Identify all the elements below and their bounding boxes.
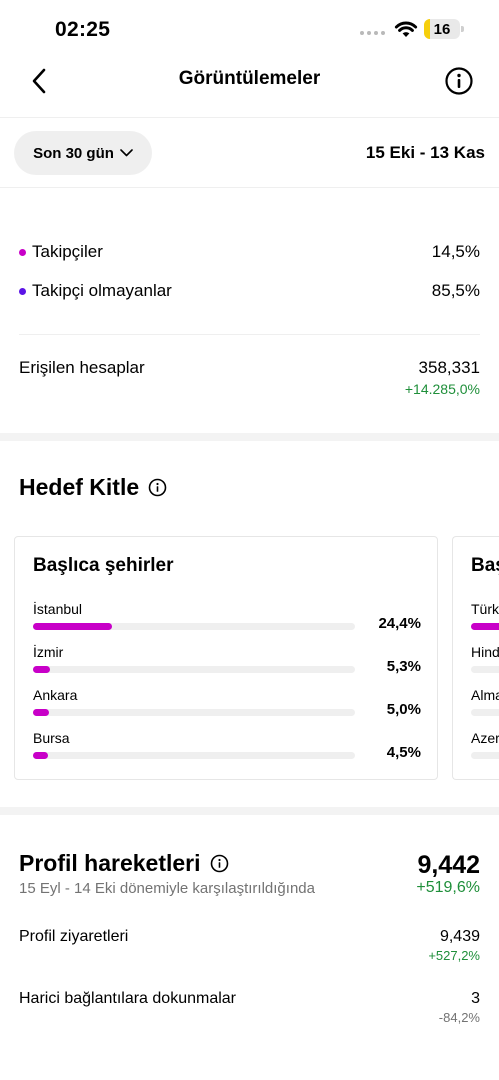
- non-followers-row: Takipçi olmayanlar 85,5%: [19, 281, 480, 301]
- city-bar-track: [33, 709, 355, 716]
- wifi-icon: [394, 21, 418, 37]
- reach-values: 358,331 +14.285,0%: [405, 358, 480, 397]
- date-filter-button[interactable]: Son 30 gün: [14, 131, 152, 175]
- date-range: 15 Eki - 13 Kas: [365, 143, 485, 162]
- profile-activity-change: +519,6%: [416, 879, 480, 896]
- target-audience-title: Hedef Kitle: [19, 474, 140, 500]
- city-name: Ankara: [33, 687, 78, 703]
- city-bar: [33, 666, 50, 673]
- chevron-left-icon: [32, 68, 46, 94]
- country-name: Türk: [471, 601, 499, 617]
- followers-label: Takipçiler: [32, 242, 103, 261]
- info-button[interactable]: [444, 66, 474, 96]
- non-followers-label: Takipçi olmayanlar: [32, 281, 172, 300]
- city-name: İstanbul: [33, 601, 83, 617]
- city-percent: 5,3%: [386, 658, 421, 675]
- country-item: Alma: [471, 687, 499, 716]
- date-filter-label: Son 30 gün: [33, 144, 114, 162]
- header-divider: [0, 117, 499, 118]
- reach-value: 358,331: [418, 358, 480, 377]
- non-followers-dot: [19, 287, 26, 295]
- country-bar: [471, 623, 499, 630]
- reach-change: +14.285,0%: [404, 381, 480, 397]
- external-link-taps-change: -84,2%: [438, 1010, 480, 1025]
- profile-activity-heading: Profil hareketleri: [19, 850, 229, 877]
- section-separator: [0, 433, 499, 441]
- profile-visits-row: Profil ziyaretleri 9,439 +527,2%: [19, 928, 480, 963]
- top-countries-card[interactable]: Baş Türk Hind Alma Azer: [452, 536, 499, 780]
- followers-row: Takipçiler 14,5%: [19, 242, 480, 262]
- profile-activity-total: 9,442: [417, 851, 480, 879]
- battery-icon: 16: [424, 19, 460, 39]
- cellular-signal-icon: [360, 31, 385, 35]
- country-item: Azer: [471, 730, 499, 759]
- profile-visits-label: Profil ziyaretleri: [19, 928, 129, 945]
- city-percent: 24,4%: [378, 615, 421, 632]
- country-name: Azer: [471, 730, 499, 746]
- back-button[interactable]: [26, 66, 52, 96]
- top-cities-card[interactable]: Başlıca şehirler İstanbul 24,4% İzmir 5,…: [14, 536, 438, 780]
- country-bar-track: [471, 709, 499, 716]
- city-bar-track: [33, 666, 355, 673]
- profile-visits-change: +527,2%: [428, 948, 480, 963]
- reach-label: Erişilen hesaplar: [19, 358, 145, 377]
- info-circle-icon[interactable]: [148, 478, 167, 497]
- country-bar-track: [471, 666, 499, 673]
- external-link-taps-label: Harici bağlantılara dokunmalar: [19, 990, 236, 1007]
- city-bar: [33, 623, 112, 630]
- target-audience-heading: Hedef Kitle: [19, 474, 167, 501]
- city-item: İzmir 5,3%: [33, 644, 421, 675]
- status-bar: 02:25 16: [0, 0, 499, 60]
- country-item: Hind: [471, 644, 499, 673]
- section-separator: [0, 807, 499, 815]
- top-cities-title: Başlıca şehirler: [33, 555, 174, 576]
- top-countries-title: Baş: [471, 555, 499, 576]
- city-bar: [33, 752, 48, 759]
- status-time: 02:25: [55, 18, 111, 41]
- split-divider: [19, 334, 480, 335]
- city-name: İzmir: [33, 644, 64, 660]
- country-name: Hind: [471, 644, 499, 660]
- country-item: Türk: [471, 601, 499, 630]
- chevron-down-icon: [120, 149, 133, 157]
- info-circle-icon[interactable]: [210, 854, 229, 873]
- reach-row: Erişilen hesaplar: [19, 358, 480, 378]
- city-item: İstanbul 24,4%: [33, 601, 421, 632]
- followers-dot: [19, 248, 26, 256]
- country-bar-track: [471, 752, 499, 759]
- non-followers-value: 85,5%: [431, 281, 480, 300]
- city-bar: [33, 709, 49, 716]
- page-title: Görüntülemeler: [178, 68, 321, 89]
- city-percent: 5,0%: [386, 701, 421, 718]
- city-name: Bursa: [33, 730, 70, 746]
- profile-activity-title: Profil hareketleri: [19, 850, 201, 876]
- city-bar-track: [33, 752, 355, 759]
- city-item: Ankara 5,0%: [33, 687, 421, 718]
- info-circle-icon: [445, 67, 473, 95]
- profile-activity-subtitle: 15 Eyl - 14 Eki dönemiyle karşılaştırıld…: [19, 880, 315, 897]
- profile-visits-value: 9,439: [439, 928, 480, 945]
- external-link-taps-row: Harici bağlantılara dokunmalar 3 -84,2%: [19, 990, 480, 1025]
- external-link-taps-value: 3: [471, 990, 480, 1007]
- battery-tip: [461, 26, 464, 32]
- battery-level: 16: [433, 20, 451, 38]
- followers-value: 14,5%: [431, 242, 480, 261]
- country-name: Alma: [471, 687, 499, 703]
- filter-divider: [0, 187, 499, 188]
- city-item: Bursa 4,5%: [33, 730, 421, 761]
- city-percent: 4,5%: [386, 744, 421, 761]
- country-bar-track: [471, 623, 499, 630]
- city-bar-track: [33, 623, 355, 630]
